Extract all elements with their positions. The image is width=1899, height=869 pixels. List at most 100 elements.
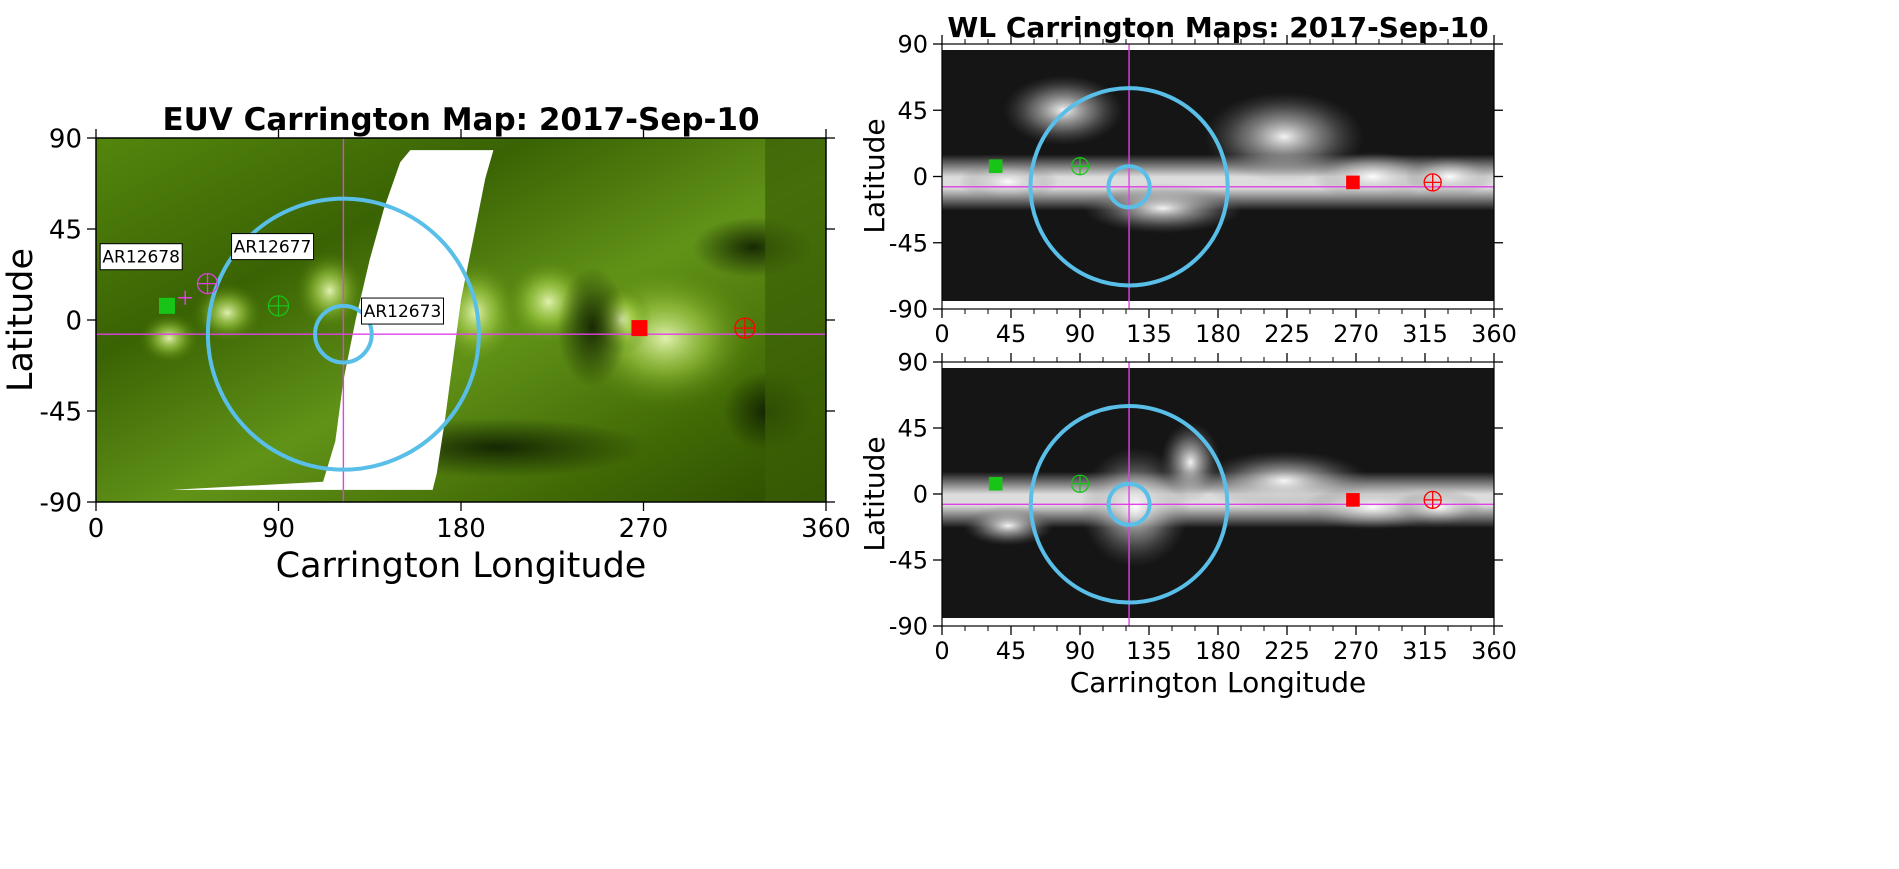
x-tick-label: 270 — [1333, 637, 1379, 665]
x-tick-label: 0 — [934, 637, 949, 665]
cme-outer-circle — [1028, 404, 1230, 605]
x-tick-label: 225 — [1264, 637, 1310, 665]
wl-top-image — [942, 44, 1495, 309]
wl-bottom-x-axis-label: Carrington Longitude — [1070, 666, 1367, 699]
cme-inner-circle — [1106, 481, 1152, 527]
y-tick-label: -45 — [889, 229, 928, 257]
wl-bottom-image — [942, 362, 1494, 626]
wl-top-strip — [942, 44, 1494, 50]
x-tick-label: 90 — [1065, 637, 1096, 665]
y-tick-label: -90 — [889, 296, 928, 324]
x-tick-label: 90 — [1065, 320, 1096, 348]
euv-dark-region — [557, 267, 628, 388]
x-tick-label: 45 — [996, 320, 1027, 348]
x-tick-label: 360 — [1471, 320, 1517, 348]
euv-bright-region — [294, 250, 365, 331]
y-tick-label: -45 — [889, 547, 928, 575]
green-square-marker — [988, 476, 1003, 491]
y-tick-label: -45 — [40, 397, 82, 427]
y-tick-label: 45 — [49, 215, 82, 245]
euv-edge-shade — [765, 138, 826, 502]
wl-bright-structure — [1082, 183, 1243, 234]
wl-bright-structure — [1204, 91, 1365, 182]
cme-outer-circle — [205, 196, 481, 472]
x-tick-label: 270 — [619, 514, 669, 544]
y-tick-label: -90 — [889, 613, 928, 641]
euv-map-panel: EUV Carrington Map: 2017-Sep-10 AR12678A… — [1, 102, 851, 586]
red-square-marker — [631, 320, 648, 337]
x-tick-label: 360 — [801, 514, 851, 544]
x-tick-label: 180 — [1195, 320, 1241, 348]
wl-top-overlay — [942, 44, 1494, 309]
x-tick-label: 180 — [1195, 637, 1241, 665]
ar-label-text: AR12673 — [364, 302, 442, 322]
euv-y-axis-label: Latitude — [1, 248, 41, 392]
x-tick-label: 225 — [1264, 320, 1310, 348]
ar-label-text: AR12677 — [234, 238, 312, 258]
green-square-marker — [158, 297, 175, 314]
euv-overlay: AR12678 AR12677 AR12673 — [96, 138, 826, 502]
wl-top-map-panel: WL Carrington Maps: 2017-Sep-10 0 45 90 135… — [858, 11, 1517, 348]
x-tick-label: 0 — [88, 514, 105, 544]
y-tick-label: 0 — [913, 163, 928, 191]
x-tick-label: 315 — [1402, 637, 1448, 665]
wl-bright-structure — [1312, 151, 1433, 202]
magenta-plus-marker — [178, 290, 193, 305]
wl-bottom-map-panel: 0 45 90 135 180 225 270 315 360 90 45 0 -45 -90 Carri… — [858, 349, 1517, 699]
ar-label-box — [99, 243, 183, 271]
green-circle-cross-marker — [1070, 157, 1090, 176]
wl-top-strip — [942, 362, 1494, 368]
x-tick-label: 135 — [1126, 320, 1172, 348]
wl-bright-structure — [958, 161, 1059, 202]
euv-bright-region — [139, 313, 199, 364]
y-tick-label: 90 — [897, 31, 928, 59]
x-tick-label: 360 — [1471, 637, 1517, 665]
wl-bright-structure — [1160, 422, 1221, 503]
x-tick-label: 45 — [996, 637, 1027, 665]
red-circle-cross-marker — [1423, 173, 1442, 192]
wl-top-y-axis-label: Latitude — [858, 118, 891, 233]
euv-ticks: 0 90 180 270 360 90 45 0 -45 -90 — [40, 124, 851, 544]
wl-bottom-ticks: 0 45 90 135 180 225 270 315 360 90 45 0 -45 -90 — [889, 349, 1517, 665]
euv-x-axis-label: Carrington Longitude — [276, 546, 647, 586]
cme-inner-circle — [1106, 164, 1152, 210]
y-tick-label: 0 — [65, 306, 82, 336]
y-tick-label: 90 — [49, 124, 82, 154]
ar-label-text: AR12678 — [102, 248, 180, 268]
green-square-marker — [988, 159, 1003, 173]
wl-bottom-y-axis-label: Latitude — [858, 436, 891, 551]
y-tick-label: 45 — [897, 97, 928, 125]
cme-inner-circle — [313, 303, 374, 365]
y-tick-label: 0 — [913, 481, 928, 509]
green-circle-cross-marker — [1070, 474, 1090, 493]
x-tick-label: 315 — [1402, 320, 1448, 348]
red-circle-cross-marker — [734, 317, 756, 339]
ar-label-box — [231, 233, 315, 261]
x-tick-label: 135 — [1126, 637, 1172, 665]
euv-data-gap — [171, 150, 494, 490]
y-tick-label: 45 — [897, 415, 928, 443]
wl-top-ticks: 0 45 90 135 180 225 270 315 360 90 45 0 -45 -90 — [889, 31, 1517, 348]
x-tick-label: 270 — [1333, 320, 1379, 348]
magenta-circle-cross-marker — [196, 272, 219, 295]
y-tick-label: -90 — [40, 488, 82, 518]
ar-label-ar12677: AR12677 — [231, 233, 315, 261]
ar-label-box — [361, 297, 444, 325]
red-circle-cross-marker — [1423, 490, 1442, 510]
wl-bottom-strip — [942, 618, 1494, 626]
wl-bottom-overlay — [942, 362, 1494, 626]
x-tick-label: 0 — [934, 320, 949, 348]
wl-bright-structure — [1404, 156, 1495, 197]
wl-bright-structure — [1393, 489, 1484, 525]
wl-bright-structure — [1003, 75, 1124, 146]
y-tick-label: 90 — [897, 349, 928, 377]
wl-bright-structure — [963, 505, 1054, 546]
euv-image — [96, 138, 826, 502]
red-square-marker — [1346, 175, 1360, 190]
ar-label-ar12678: AR12678 — [99, 243, 183, 271]
x-tick-label: 90 — [262, 514, 295, 544]
red-square-marker — [1346, 493, 1360, 507]
wl-bottom-strip — [942, 301, 1494, 309]
ar-label-ar12673: AR12673 — [361, 297, 444, 325]
